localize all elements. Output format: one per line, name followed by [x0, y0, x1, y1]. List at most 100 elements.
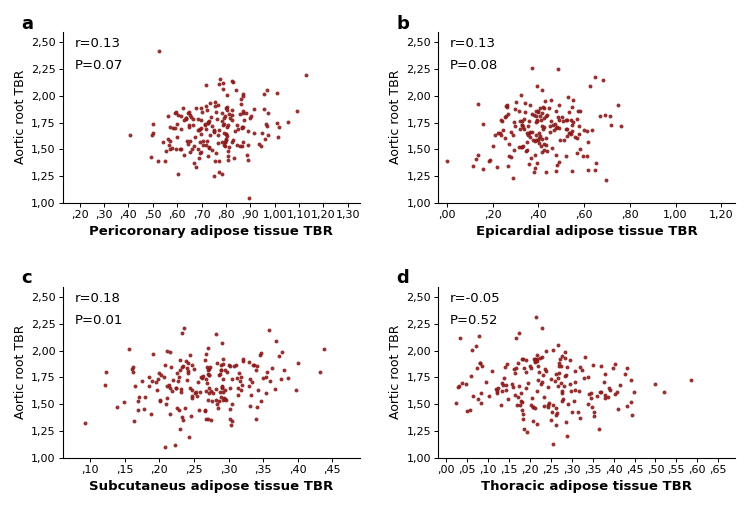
- Point: [566, 127, 578, 135]
- Point: [523, 160, 535, 168]
- Point: [201, 106, 213, 114]
- Point: [557, 387, 568, 395]
- Point: [474, 359, 486, 367]
- Point: [203, 383, 215, 391]
- Y-axis label: Aortic root TBR: Aortic root TBR: [14, 70, 27, 164]
- Point: [217, 360, 229, 368]
- Point: [225, 111, 237, 119]
- Point: [220, 135, 232, 143]
- Point: [228, 361, 240, 370]
- Point: [536, 142, 548, 150]
- Point: [583, 82, 595, 90]
- Point: [193, 126, 205, 134]
- Point: [533, 369, 545, 377]
- Point: [100, 368, 112, 376]
- Point: [553, 116, 565, 124]
- Point: [580, 127, 592, 135]
- Point: [543, 399, 555, 407]
- Point: [219, 120, 231, 128]
- Point: [521, 428, 533, 436]
- Point: [148, 120, 160, 128]
- Point: [595, 388, 607, 396]
- Point: [216, 169, 228, 177]
- Point: [154, 369, 166, 377]
- Point: [133, 393, 145, 402]
- X-axis label: Thoracic adipose tissue TBR: Thoracic adipose tissue TBR: [481, 480, 692, 493]
- Point: [585, 389, 597, 397]
- Point: [476, 362, 488, 370]
- Point: [545, 416, 557, 424]
- Point: [577, 152, 589, 160]
- Point: [207, 127, 219, 135]
- Point: [269, 385, 281, 393]
- Point: [200, 101, 212, 110]
- Point: [517, 123, 529, 131]
- Point: [547, 144, 559, 152]
- Point: [199, 406, 211, 414]
- Point: [258, 90, 270, 98]
- Point: [162, 135, 174, 143]
- Point: [198, 137, 210, 146]
- Point: [464, 406, 476, 414]
- Point: [582, 165, 594, 173]
- Point: [453, 382, 465, 390]
- Point: [175, 112, 187, 120]
- Point: [585, 394, 597, 403]
- Point: [562, 93, 574, 101]
- Point: [425, 373, 437, 381]
- Point: [178, 116, 189, 124]
- Point: [164, 137, 176, 145]
- Point: [246, 378, 258, 386]
- Point: [229, 127, 241, 135]
- Point: [169, 442, 181, 450]
- Point: [213, 371, 225, 379]
- Point: [163, 140, 175, 149]
- Point: [529, 164, 541, 172]
- Point: [194, 125, 206, 133]
- Point: [244, 114, 256, 122]
- Point: [145, 410, 157, 418]
- Point: [192, 378, 204, 386]
- Point: [217, 388, 229, 396]
- Point: [217, 85, 229, 93]
- Point: [534, 112, 546, 120]
- Point: [219, 112, 231, 120]
- Point: [515, 396, 527, 405]
- Point: [532, 362, 544, 370]
- Text: P=0.07: P=0.07: [75, 59, 123, 72]
- Point: [556, 113, 568, 121]
- Point: [174, 356, 186, 364]
- Point: [527, 110, 539, 118]
- Point: [538, 123, 550, 131]
- Point: [527, 403, 539, 411]
- Point: [207, 122, 219, 130]
- Point: [146, 130, 158, 138]
- Point: [224, 362, 236, 370]
- Point: [127, 363, 139, 371]
- Point: [574, 363, 586, 371]
- Point: [188, 159, 200, 167]
- Point: [192, 126, 204, 134]
- Point: [473, 100, 485, 108]
- Point: [318, 345, 330, 353]
- Point: [536, 135, 548, 143]
- Point: [213, 168, 225, 176]
- Point: [118, 399, 130, 407]
- Point: [550, 411, 562, 419]
- Point: [551, 421, 562, 429]
- Point: [513, 329, 525, 337]
- Point: [224, 405, 236, 413]
- Point: [214, 370, 226, 378]
- Point: [622, 402, 634, 410]
- Point: [521, 137, 533, 146]
- Point: [167, 376, 179, 384]
- Point: [501, 359, 513, 368]
- Point: [221, 369, 233, 377]
- Point: [215, 367, 227, 375]
- Point: [598, 378, 610, 386]
- Point: [518, 425, 530, 433]
- Text: r=0.13: r=0.13: [450, 37, 496, 50]
- Point: [561, 364, 573, 372]
- Point: [527, 136, 539, 144]
- Point: [572, 106, 584, 115]
